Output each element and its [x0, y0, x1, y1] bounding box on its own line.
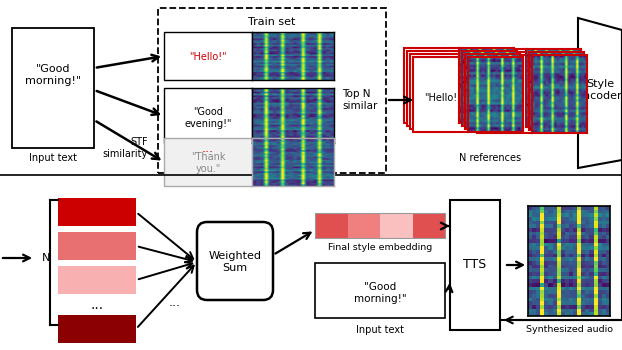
Text: "Good
morning!": "Good morning!": [25, 64, 81, 86]
Text: Final style embedding: Final style embedding: [328, 243, 432, 252]
Bar: [348, 213, 380, 238]
Text: "Hello!": "Hello!": [424, 93, 462, 103]
Text: "Thank
you.": "Thank you.": [191, 152, 225, 174]
Bar: [58, 198, 136, 226]
Text: Input text: Input text: [356, 325, 404, 335]
Text: Synthesized audio: Synthesized audio: [526, 326, 613, 335]
Bar: [477, 55, 532, 133]
Bar: [158, 8, 386, 173]
Bar: [12, 28, 94, 148]
Bar: [58, 232, 136, 260]
Bar: [315, 213, 445, 238]
Bar: [164, 32, 252, 80]
Bar: [474, 52, 529, 130]
Polygon shape: [578, 18, 622, 168]
Bar: [58, 315, 136, 343]
Bar: [412, 213, 445, 238]
Text: STF
similarity: STF similarity: [103, 137, 148, 159]
Text: "Good
morning!": "Good morning!": [354, 282, 406, 304]
Text: Train set: Train set: [248, 17, 295, 27]
Bar: [410, 54, 465, 129]
Text: TTS: TTS: [463, 259, 486, 272]
Bar: [413, 57, 468, 132]
Text: "Hello!": "Hello!": [189, 52, 227, 62]
Bar: [407, 51, 462, 126]
Bar: [404, 48, 459, 123]
Text: ...: ...: [169, 295, 181, 308]
Bar: [380, 213, 412, 238]
Text: ...: ...: [90, 298, 103, 312]
Text: N references: N references: [459, 153, 521, 163]
Bar: [164, 88, 252, 143]
Text: Input text: Input text: [29, 153, 77, 163]
Text: ...: ...: [202, 141, 214, 154]
Bar: [450, 200, 500, 330]
Bar: [58, 266, 136, 294]
Text: Style
Encoder: Style Encoder: [577, 79, 622, 101]
Text: Weighted
Sum: Weighted Sum: [208, 251, 261, 273]
Bar: [164, 138, 252, 186]
Text: "Good
evening!": "Good evening!": [184, 107, 232, 129]
Bar: [315, 263, 445, 318]
Bar: [315, 213, 348, 238]
Text: Top N
similar: Top N similar: [342, 89, 378, 111]
Bar: [471, 49, 526, 127]
FancyBboxPatch shape: [197, 222, 273, 300]
Text: N: N: [42, 253, 50, 263]
